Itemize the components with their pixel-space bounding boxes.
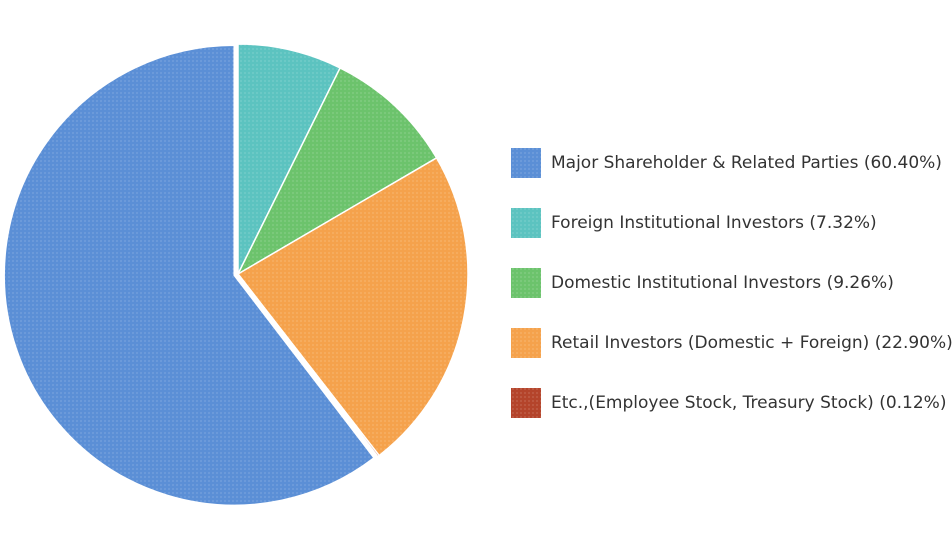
slice-group [237,273,381,458]
legend-value: (0.12%) [879,393,946,413]
legend-value: (9.26%) [827,273,894,293]
pie [3,43,469,507]
legend-label: Etc.,(Employee Stock, Treasury Stock) (0… [551,393,946,413]
legend: Major Shareholder & Related Parties (60.… [511,148,952,418]
legend-name: Major Shareholder & Related Parties [551,153,859,173]
legend-swatch-texture [511,208,541,238]
slice-texture [238,67,437,274]
slice-texture [238,44,341,274]
legend-label: Domestic Institutional Investors (9.26%) [551,273,894,293]
slice-group [236,156,469,457]
legend-label: Major Shareholder & Related Parties (60.… [551,153,942,173]
legend-swatch-texture [511,148,541,178]
legend-value: (22.90%) [875,333,952,353]
slice-texture [4,45,375,506]
slice-group [237,43,342,275]
slice-texture [238,157,468,456]
legend-label: Foreign Institutional Investors (7.32%) [551,213,877,233]
legend-swatch-texture [511,388,541,418]
legend-name: Foreign Institutional Investors [551,213,804,233]
legend-label: Retail Investors (Domestic + Foreign) (2… [551,333,952,353]
legend-value: (60.40%) [864,153,942,173]
legend-swatch-texture [511,328,541,358]
legend-name: Retail Investors (Domestic + Foreign) [551,333,869,353]
legend-value: (7.32%) [809,213,876,233]
legend-swatch-texture [511,268,541,298]
slice-group [3,44,376,507]
slice-group [236,66,438,276]
legend-name: Domestic Institutional Investors [551,273,821,293]
slice-texture [238,274,380,457]
legend-name: Etc.,(Employee Stock, Treasury Stock) [551,393,874,413]
